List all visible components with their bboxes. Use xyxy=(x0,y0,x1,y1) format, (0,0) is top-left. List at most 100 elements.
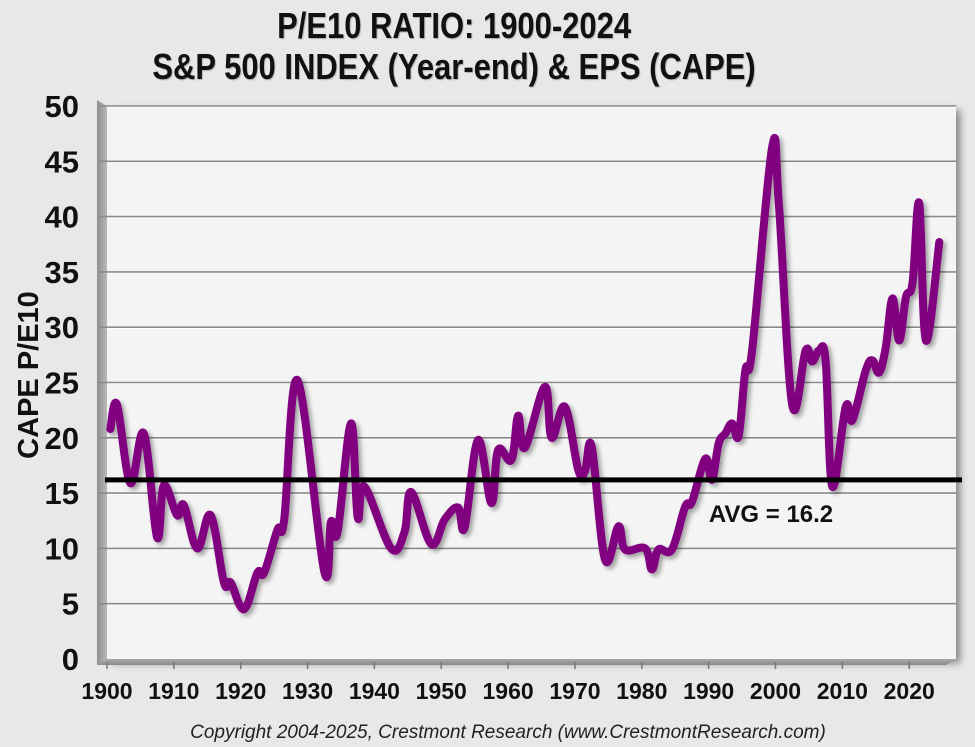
data-point-2017 xyxy=(890,295,896,301)
data-point-2006 xyxy=(816,347,822,353)
data-point-1955 xyxy=(475,437,481,443)
average-label: AVG = 16.2 xyxy=(709,501,833,528)
y-axis-title: CAPE P/E10 xyxy=(13,291,45,459)
data-point-1996 xyxy=(749,347,755,353)
data-point-1961 xyxy=(515,413,521,419)
cape-series-line xyxy=(106,134,944,614)
data-point-1950 xyxy=(442,517,448,523)
data-point-1900 xyxy=(107,426,113,432)
series-group xyxy=(106,134,944,614)
y-tick-label: 10 xyxy=(45,531,79,566)
y-tick-label: 45 xyxy=(45,144,79,179)
y-tick-label: 15 xyxy=(45,476,79,511)
x-tick-label: 1950 xyxy=(416,678,467,704)
data-point-1953 xyxy=(462,524,468,530)
y-tick-label: 0 xyxy=(62,642,79,677)
data-point-1945 xyxy=(408,489,414,495)
data-point-2024 xyxy=(936,239,942,245)
data-point-2014 xyxy=(869,357,875,363)
data-point-1987 xyxy=(689,499,695,505)
y-tick-label: 25 xyxy=(45,366,79,401)
data-point-1991 xyxy=(716,440,722,446)
data-point-1974 xyxy=(602,557,608,563)
data-point-1972 xyxy=(589,444,595,450)
data-point-1966 xyxy=(549,435,555,441)
data-point-1917 xyxy=(221,580,227,586)
data-point-2002 xyxy=(789,402,795,408)
data-point-2018 xyxy=(896,338,902,344)
y-tick-label: 50 xyxy=(45,89,79,124)
x-tick-label: 2010 xyxy=(817,678,868,704)
y-tick-label: 30 xyxy=(45,310,79,345)
x-tick-label: 1960 xyxy=(483,678,534,704)
x-tick-label: 1940 xyxy=(349,678,400,704)
data-point-1960 xyxy=(508,457,514,463)
x-tick-label: 1980 xyxy=(616,678,667,704)
x-tick-label: 2000 xyxy=(750,678,801,704)
data-point-1989 xyxy=(702,456,708,462)
y-axis-tick-labels: 0 5 10 15 20 25 30 35 40 45 50 xyxy=(45,89,79,677)
data-point-1970 xyxy=(575,467,581,473)
data-point-1948 xyxy=(428,541,434,547)
data-point-1923 xyxy=(261,570,267,576)
data-point-1993 xyxy=(729,420,735,426)
data-point-2005 xyxy=(809,359,815,365)
data-point-1901 xyxy=(114,402,120,408)
data-point-1911 xyxy=(181,502,187,508)
data-point-1938 xyxy=(361,484,367,490)
data-point-1984 xyxy=(669,547,675,553)
data-point-1922 xyxy=(254,570,260,576)
data-point-1977 xyxy=(622,547,628,553)
data-point-1905 xyxy=(141,430,147,436)
data-point-1933 xyxy=(328,519,334,525)
data-point-1944 xyxy=(402,529,408,535)
data-point-1976 xyxy=(615,523,621,529)
data-point-2021 xyxy=(916,200,922,206)
data-point-2008 xyxy=(829,484,835,490)
data-point-2004 xyxy=(803,347,809,353)
copyright-footer: Copyright 2004-2025, Crestmont Research … xyxy=(190,722,826,743)
chart-title: P/E10 RATIO: 1900-2024 xyxy=(277,5,632,46)
data-point-1968 xyxy=(562,404,568,410)
data-point-2020 xyxy=(910,280,916,286)
data-point-2007 xyxy=(823,357,829,363)
data-point-1918 xyxy=(228,580,234,586)
data-point-1965 xyxy=(542,384,548,390)
data-point-2016 xyxy=(883,344,889,350)
data-point-2015 xyxy=(876,370,882,376)
data-point-1934 xyxy=(335,529,341,535)
x-tick-label: 1970 xyxy=(549,678,600,704)
data-point-1981 xyxy=(649,566,655,572)
data-point-1920 xyxy=(241,606,247,612)
data-point-1994 xyxy=(736,433,742,439)
data-point-2019 xyxy=(903,294,909,300)
data-point-1957 xyxy=(488,500,494,506)
x-tick-label: 1900 xyxy=(81,678,132,704)
data-point-1971 xyxy=(582,468,588,474)
x-tick-label: 1910 xyxy=(148,678,199,704)
data-point-1936 xyxy=(348,420,354,426)
x-tick-label: 1920 xyxy=(215,678,266,704)
data-point-1913 xyxy=(194,545,200,551)
data-point-1910 xyxy=(174,512,180,518)
x-axis-ticks xyxy=(106,662,910,669)
data-point-1926 xyxy=(281,517,287,523)
chart-subtitle: S&P 500 INDEX (Year-end) & EPS (CAPE) xyxy=(152,46,756,87)
data-point-1962 xyxy=(522,445,528,451)
y-tick-label: 40 xyxy=(45,200,79,235)
data-point-1907 xyxy=(154,534,160,540)
data-point-1982 xyxy=(656,547,662,553)
data-point-2022 xyxy=(923,338,929,344)
data-point-1999 xyxy=(769,144,775,150)
data-point-1928 xyxy=(295,377,301,383)
data-point-1992 xyxy=(722,430,728,436)
data-point-1937 xyxy=(355,514,361,520)
data-point-1915 xyxy=(208,512,214,518)
y-tick-label: 35 xyxy=(45,255,79,290)
data-point-1932 xyxy=(321,569,327,575)
data-point-1952 xyxy=(455,505,461,511)
data-point-2000 xyxy=(776,200,782,206)
data-point-1995 xyxy=(742,367,748,373)
data-point-1908 xyxy=(161,482,167,488)
